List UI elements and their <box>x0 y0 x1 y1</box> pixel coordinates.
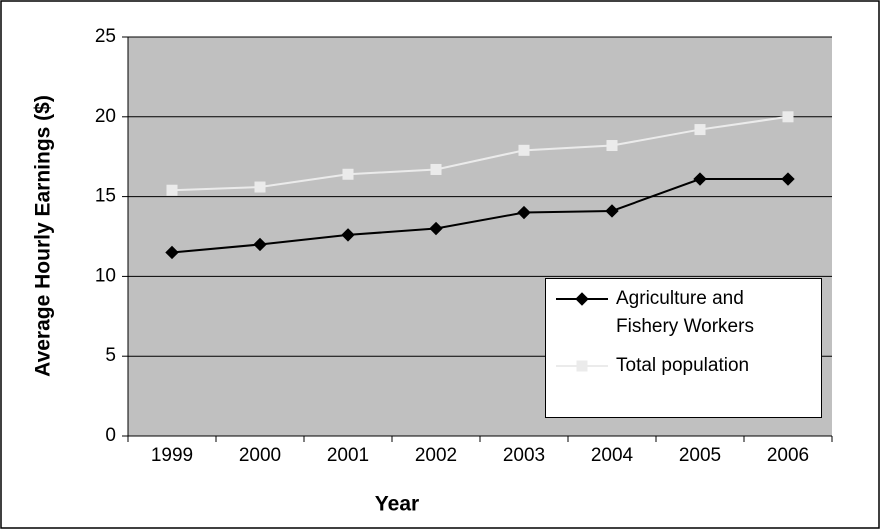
data-point <box>693 172 707 186</box>
legend-marker <box>576 360 588 372</box>
y-tick-label: 10 <box>95 265 116 286</box>
x-tick-label: 2000 <box>239 445 281 466</box>
data-point <box>253 237 267 252</box>
x-tick-label: 1999 <box>151 445 193 466</box>
x-tick-label: 2002 <box>415 445 457 466</box>
y-tick-label: 20 <box>95 106 116 127</box>
x-tick-label: 2004 <box>591 445 634 466</box>
y-tick-label: 25 <box>95 26 116 47</box>
data-point <box>341 228 355 242</box>
y-axis-title: Average Hourly Earnings ($) <box>32 95 55 377</box>
data-point <box>518 144 530 156</box>
legend-marker <box>575 292 589 306</box>
legend: Agriculture and Fishery Workers Total pop… <box>545 278 822 418</box>
data-point <box>782 111 794 123</box>
data-point <box>254 181 266 193</box>
x-axis-title: Year <box>375 493 419 516</box>
y-tick-label: 15 <box>95 186 116 207</box>
x-tick-label: 2006 <box>767 445 809 466</box>
x-tick-label: 2003 <box>503 445 545 466</box>
data-point <box>165 245 179 260</box>
data-point <box>166 184 178 196</box>
data-point <box>430 163 442 175</box>
x-tick-label: 2001 <box>327 445 369 466</box>
data-point <box>694 124 706 136</box>
legend-label: Total population <box>616 355 750 376</box>
legend-symbols <box>556 292 608 372</box>
x-tick-label: 2005 <box>679 445 721 466</box>
data-point <box>517 205 531 220</box>
data-point <box>605 204 619 218</box>
y-tick-label: 0 <box>105 425 116 446</box>
data-point <box>606 140 618 152</box>
data-point <box>781 172 795 186</box>
series-line <box>171 178 788 254</box>
series-line <box>171 115 789 192</box>
legend-label: Agriculture and Fishery Workers <box>616 288 754 337</box>
data-point <box>429 221 443 236</box>
data-point <box>342 168 354 180</box>
y-tick-label: 5 <box>105 345 116 366</box>
